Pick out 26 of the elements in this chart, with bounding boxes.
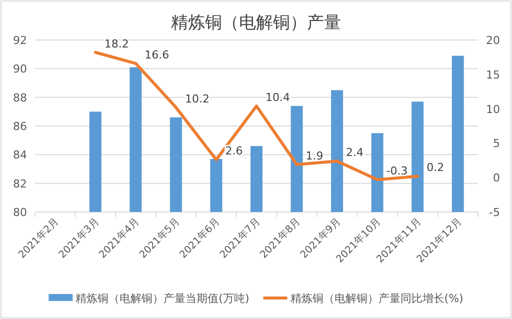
data-label: 18.2: [104, 37, 129, 50]
y-tick-label: 88: [13, 91, 27, 104]
data-label: 1.9: [306, 150, 324, 163]
line-series: [94, 50, 420, 182]
legend-label: 精炼铜（电解铜）产量同比增长(%): [290, 292, 464, 305]
y-tick-label: 80: [13, 206, 27, 219]
y2-tick-label: 5: [493, 137, 500, 150]
data-label: 10.2: [184, 92, 210, 106]
legend-label: 精炼铜（电解铜）产量当期值(万吨): [76, 292, 250, 305]
y2-tick-label: 10: [486, 102, 500, 116]
data-label: 16.6: [144, 48, 170, 62]
y-tick-label: 86: [13, 120, 27, 133]
y2-tick-label: 0: [493, 172, 500, 185]
y2-tick-label: 15: [486, 68, 500, 82]
y-tick-label: 90: [13, 62, 27, 76]
data-label: 10.4: [266, 91, 290, 104]
data-label: 0.2: [426, 161, 444, 174]
y-tick-label: 82: [13, 177, 27, 190]
y-tick-label: 92: [13, 34, 27, 47]
data-label: 2.4: [346, 146, 364, 160]
y2-tick-label: -5: [489, 206, 500, 219]
chart-title: 精炼铜（电解铜）产量: [171, 13, 341, 33]
y-tick-label: 84: [13, 148, 27, 162]
y2-tick-label: 20: [486, 34, 500, 47]
data-label: 2.6: [225, 144, 243, 158]
data-label: -0.3: [386, 164, 408, 178]
